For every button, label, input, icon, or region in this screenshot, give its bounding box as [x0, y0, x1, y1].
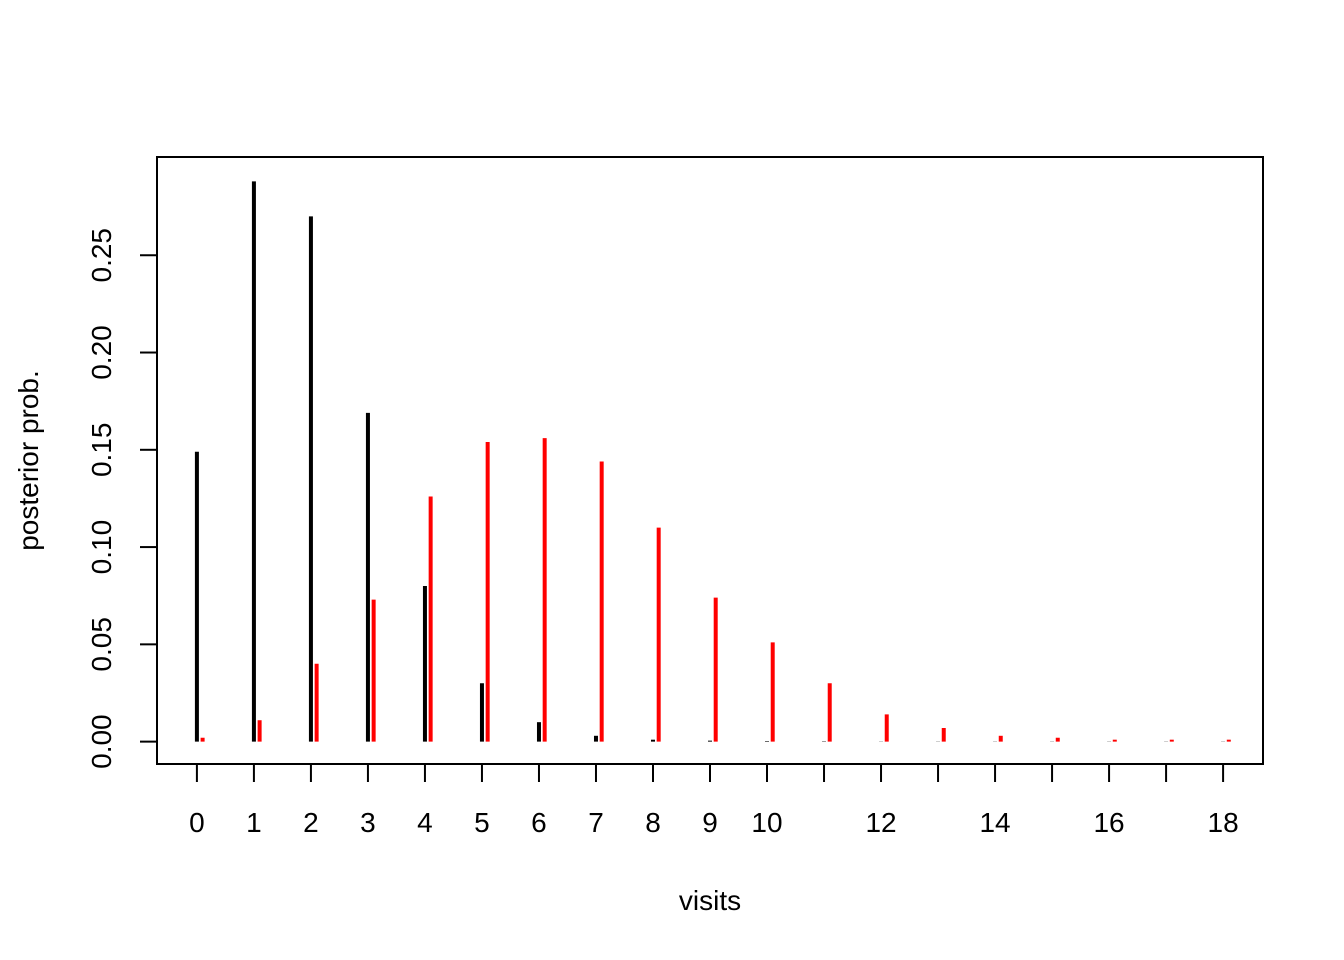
y-tick-label-0: 0.00	[86, 714, 117, 769]
x-tick-label-12: 12	[865, 807, 896, 838]
y-tick-label-1: 0.05	[86, 617, 117, 672]
y-tick-label-5: 0.25	[86, 228, 117, 283]
y-axis-label: posterior prob.	[13, 370, 44, 551]
x-tick-label-2: 2	[303, 807, 319, 838]
x-axis-label: visits	[679, 885, 741, 916]
x-tick-label-4: 4	[417, 807, 433, 838]
x-tick-label-1: 1	[246, 807, 262, 838]
y-tick-label-2: 0.10	[86, 520, 117, 575]
x-tick-label-3: 3	[360, 807, 376, 838]
x-axis: 0 1 2 3 4 5 6 7 8 9 10 12 14 16 18	[189, 765, 1239, 838]
plot-frame	[156, 156, 1264, 765]
x-tick-label-14: 14	[979, 807, 1010, 838]
x-tick-label-9: 9	[702, 807, 718, 838]
x-tick-label-6: 6	[531, 807, 547, 838]
x-tick-label-5: 5	[474, 807, 490, 838]
x-tick-label-0: 0	[189, 807, 205, 838]
x-tick-label-8: 8	[645, 807, 661, 838]
y-axis: 0.00 0.05 0.10 0.15 0.20 0.25	[86, 228, 156, 769]
y-tick-label-4: 0.20	[86, 325, 117, 380]
y-tick-label-3: 0.15	[86, 423, 117, 478]
x-tick-label-16: 16	[1093, 807, 1124, 838]
x-tick-label-10: 10	[751, 807, 782, 838]
x-tick-label-18: 18	[1208, 807, 1239, 838]
series-layer	[194, 181, 1231, 742]
series-1	[194, 181, 1226, 742]
series-2	[200, 438, 1231, 742]
x-tick-label-7: 7	[588, 807, 604, 838]
